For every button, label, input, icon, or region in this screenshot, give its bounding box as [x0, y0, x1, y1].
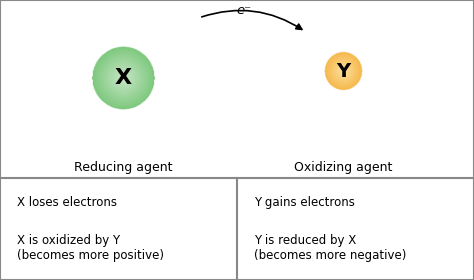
Text: X is oxidized by Y
(becomes more positive): X is oxidized by Y (becomes more positiv…	[17, 234, 164, 262]
Text: X: X	[115, 68, 132, 88]
Text: X loses electrons: X loses electrons	[17, 196, 117, 209]
Text: Y is reduced by X
(becomes more negative): Y is reduced by X (becomes more negative…	[254, 234, 406, 262]
Text: Oxidizing agent: Oxidizing agent	[294, 161, 393, 174]
Text: Y gains electrons: Y gains electrons	[254, 196, 355, 209]
FancyArrowPatch shape	[202, 10, 302, 29]
Text: Y: Y	[337, 62, 351, 81]
Text: Reducing agent: Reducing agent	[74, 161, 173, 174]
Text: e⁻: e⁻	[237, 4, 252, 17]
